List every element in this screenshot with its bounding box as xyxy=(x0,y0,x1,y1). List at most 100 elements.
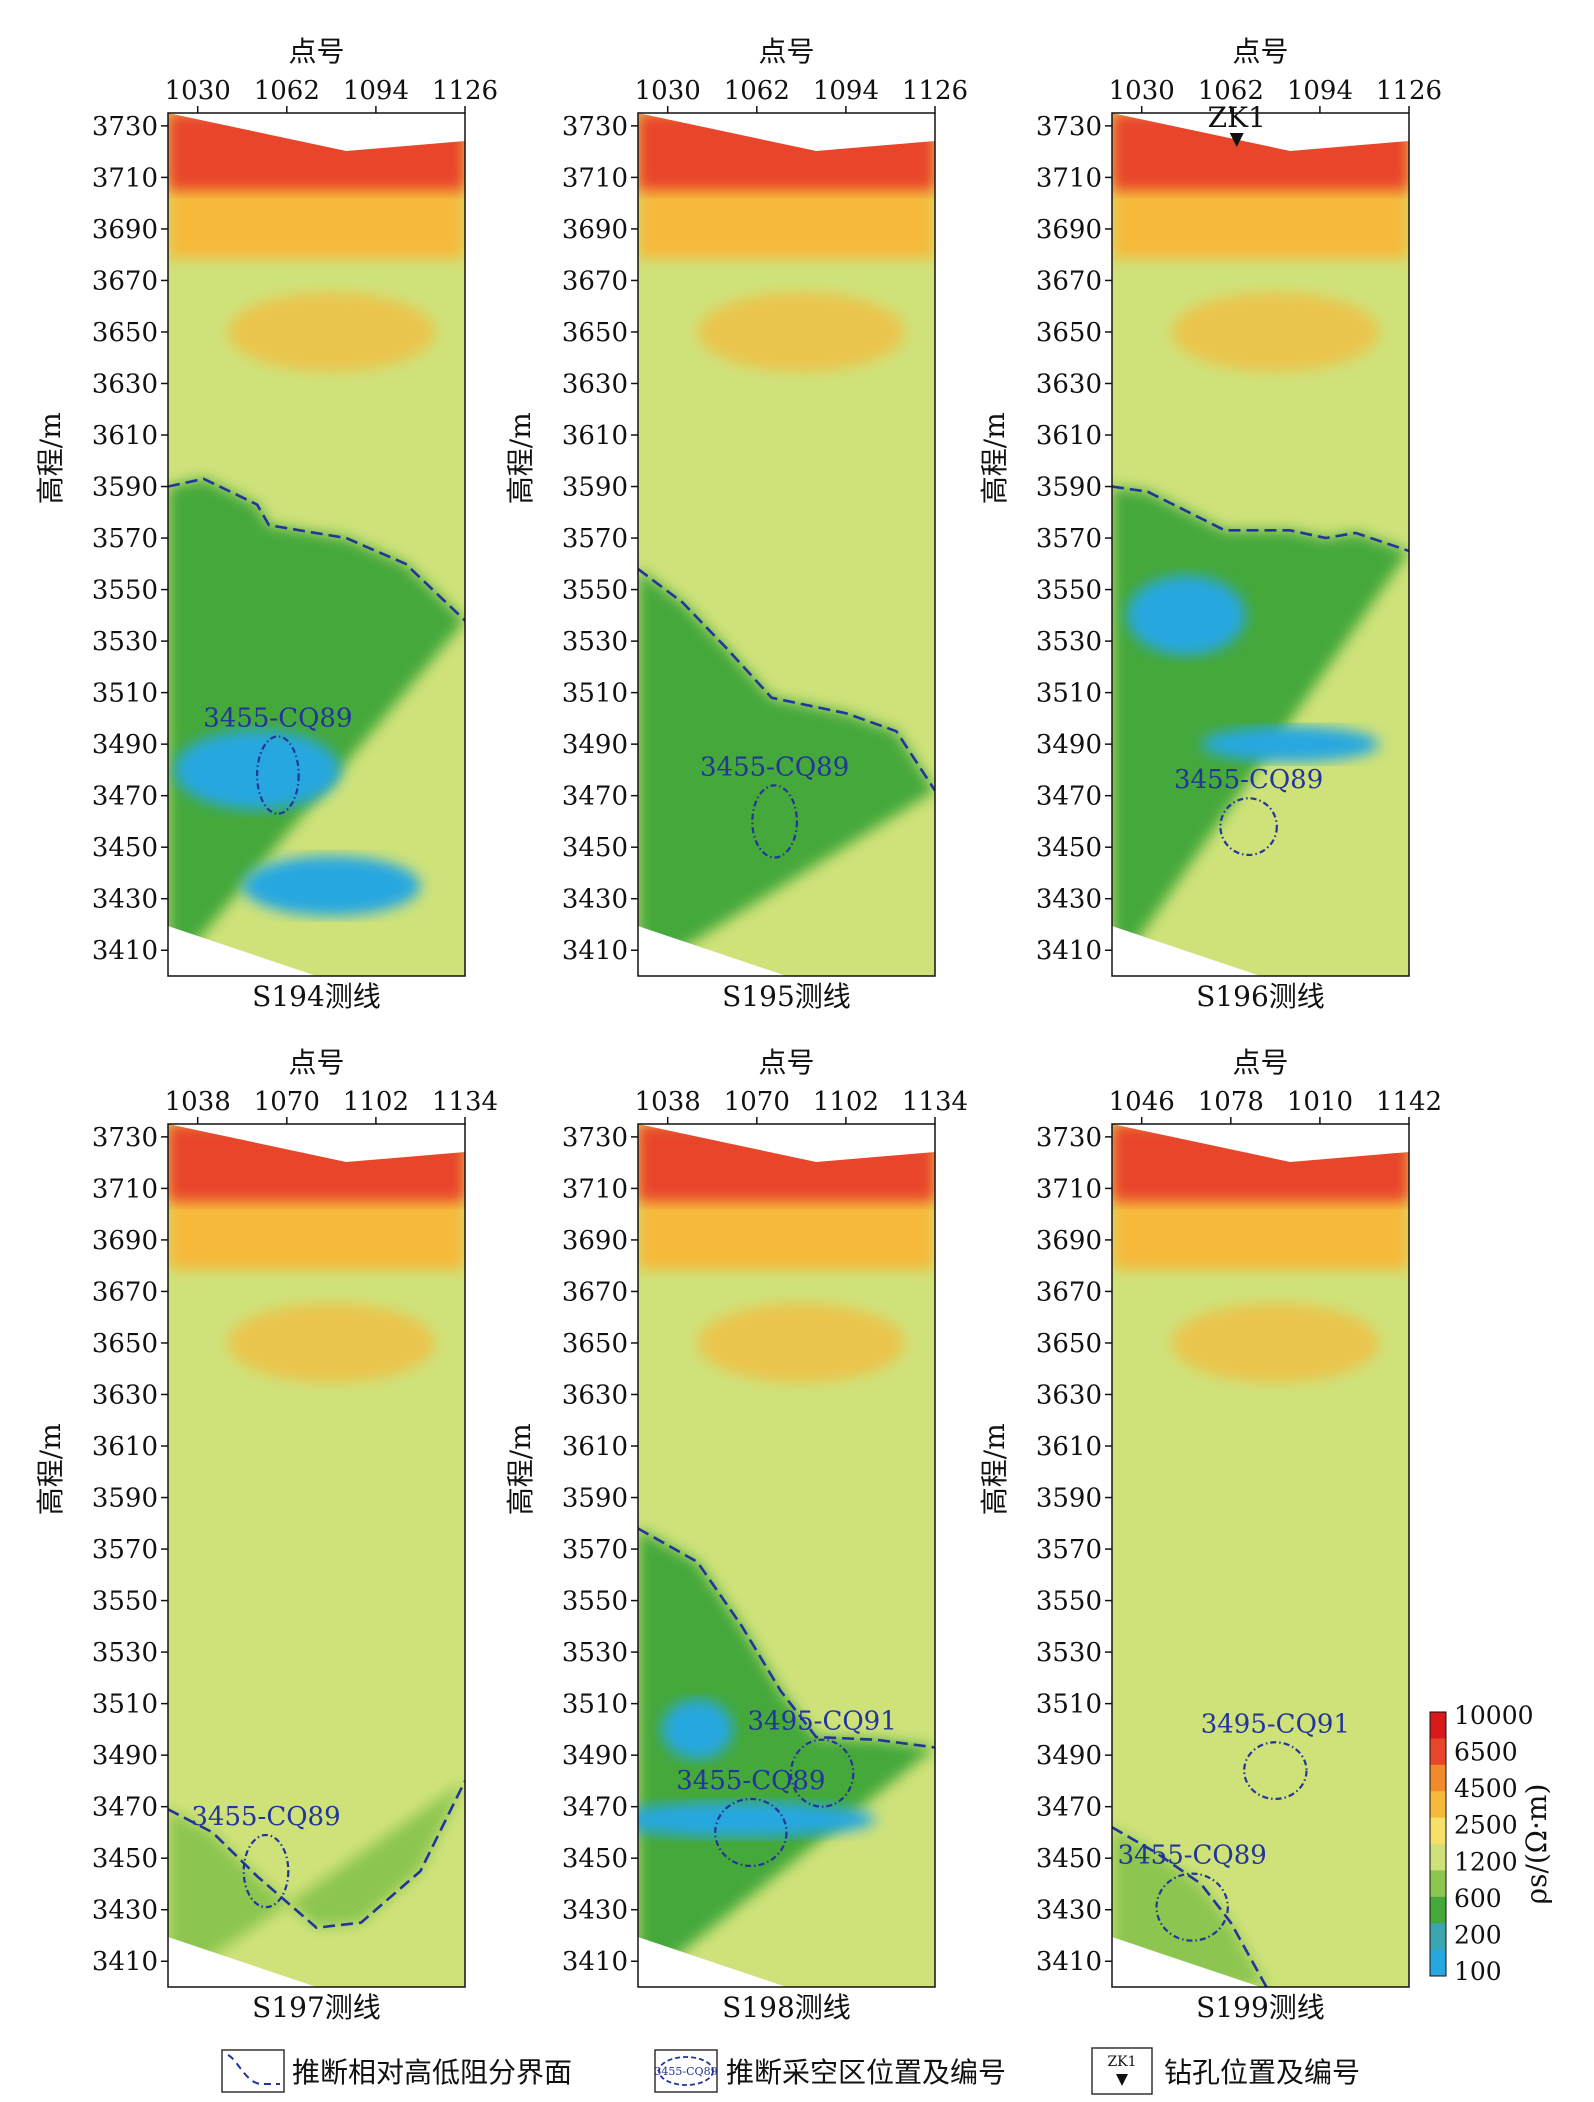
borehole-label: ZK1 xyxy=(1208,101,1266,134)
goaf-label: 3455-CQ89 xyxy=(1174,765,1323,795)
legend-interface-dash xyxy=(227,2054,280,2085)
y-tick-label: 3650 xyxy=(562,318,628,348)
blank-bottom xyxy=(638,926,787,976)
y-axis-title: 高程/m xyxy=(504,412,537,504)
y-tick-label: 3530 xyxy=(92,627,158,657)
x-tick-label: 1102 xyxy=(813,1087,879,1117)
y-tick-label: 3430 xyxy=(1036,1896,1102,1926)
y-tick-label: 3510 xyxy=(92,679,158,709)
y-tick-label: 3470 xyxy=(1036,782,1102,812)
goaf-label: 3495-CQ91 xyxy=(748,1707,897,1737)
y-tick-label: 3710 xyxy=(562,1174,628,1204)
y-tick-label: 3590 xyxy=(92,1484,158,1514)
y-tick-label: 3690 xyxy=(92,1226,158,1256)
blank-bottom xyxy=(638,1937,787,1987)
y-tick-label: 3630 xyxy=(562,1380,628,1410)
y-tick-label: 3410 xyxy=(92,1947,158,1977)
panel-label: S199测线 xyxy=(1196,1991,1325,2024)
y-tick-label: 3670 xyxy=(92,1277,158,1307)
x-axis-title: 点号 xyxy=(288,35,344,68)
colorbar-tick-label: 1200 xyxy=(1454,1847,1518,1876)
y-axis-title: 高程/m xyxy=(504,1423,537,1515)
y-tick-label: 3710 xyxy=(1036,163,1102,193)
y-tick-label: 3690 xyxy=(562,215,628,245)
legend: 推断相对高低阻分界面 3455-CQ89 推断采空区位置及编号 ZK1 钻孔位置… xyxy=(221,2047,1360,2095)
very-low-pocket xyxy=(1126,575,1246,656)
patch xyxy=(227,1302,436,1383)
colorbar-swatch xyxy=(1430,1791,1446,1819)
y-tick-label: 3690 xyxy=(92,215,158,245)
x-tick-label: 1030 xyxy=(635,76,701,106)
y-tick-label: 3610 xyxy=(92,1432,158,1462)
legend-interface-text: 推断相对高低阻分界面 xyxy=(292,2056,572,2089)
low-resistivity-zone xyxy=(168,1780,465,1987)
legend-borehole-text: 钻孔位置及编号 xyxy=(1164,2056,1360,2089)
y-axis-title: 高程/m xyxy=(34,1423,67,1515)
interface-line xyxy=(168,477,465,622)
panels-layer: 3455-CQ89 3730 3710 3690 3670 3650 3630 3610 359… xyxy=(34,35,1442,2024)
y-tick-label: 3610 xyxy=(92,421,158,451)
panel-4-field xyxy=(168,1124,465,1987)
goaf-label: 3455-CQ89 xyxy=(203,703,352,733)
goaf-label: 3495-CQ91 xyxy=(1201,1709,1350,1739)
blank-top xyxy=(1112,113,1409,151)
y-tick-label: 3490 xyxy=(562,1741,628,1771)
panel-3: 3455-CQ89 ZK1 3730 3710 3690 3670 3650 3630 3610… xyxy=(978,35,1442,1013)
x-tick-label: 1094 xyxy=(1287,76,1353,106)
legend-interface-item: 推断相对高低阻分界面 xyxy=(221,2049,572,2093)
y-axis-title: 高程/m xyxy=(34,412,67,504)
blank-top xyxy=(1112,1124,1409,1162)
blank-top xyxy=(638,113,935,151)
x-tick-label: 1078 xyxy=(1198,1087,1264,1117)
y-tick-label: 3670 xyxy=(92,266,158,296)
x-axis-title: 点号 xyxy=(1232,1046,1288,1079)
y-tick-label: 3410 xyxy=(1036,1947,1102,1977)
very-low-pocket xyxy=(1201,726,1380,763)
legend-borehole-icon xyxy=(1091,2047,1153,2095)
y-tick-label: 3590 xyxy=(562,473,628,503)
x-tick-label: 1094 xyxy=(343,76,409,106)
y-tick-label: 3530 xyxy=(1036,627,1102,657)
x-axis-title: 点号 xyxy=(758,1046,814,1079)
colorbar-swatch xyxy=(1430,1923,1446,1951)
panel-label: S195测线 xyxy=(722,980,851,1013)
panel-label: S194测线 xyxy=(252,980,381,1013)
y-tick-label: 3630 xyxy=(92,369,158,399)
y-tick-label: 3530 xyxy=(562,1638,628,1668)
y-tick-label: 3570 xyxy=(562,1535,628,1565)
colorbar-swatch xyxy=(1430,1844,1446,1871)
y-tick-label: 3410 xyxy=(1036,936,1102,966)
goaf-outline xyxy=(714,1797,788,1868)
colorbar: 10000 6500 4500 2500 1200 600 200 100 ρs/(Ω·m) xyxy=(1429,1701,1553,1986)
x-tick-label: 1070 xyxy=(724,1087,790,1117)
y-tick-label: 3710 xyxy=(92,1174,158,1204)
colorbar-frame xyxy=(1429,1711,1447,1977)
y-tick-label: 3470 xyxy=(562,1793,628,1823)
y-tick-label: 3710 xyxy=(92,163,158,193)
legend-borehole-item: ZK1 钻孔位置及编号 xyxy=(1091,2047,1360,2095)
y-tick-label: 3410 xyxy=(562,1947,628,1977)
y-tick-label: 3550 xyxy=(562,1587,628,1617)
legend-goaf-item: 3455-CQ89 推断采空区位置及编号 xyxy=(654,2049,1006,2093)
x-tick-label: 1134 xyxy=(432,1087,498,1117)
y-tick-label: 3670 xyxy=(562,1277,628,1307)
y-tick-label: 3510 xyxy=(1036,679,1102,709)
y-tick-label: 3590 xyxy=(562,1484,628,1514)
low-resistivity-zone xyxy=(168,478,465,976)
y-tick-label: 3690 xyxy=(562,1226,628,1256)
y-tick-label: 3630 xyxy=(92,1380,158,1410)
blank-bottom xyxy=(1112,1937,1261,1987)
y-tick-label: 3570 xyxy=(1036,524,1102,554)
y-tick-label: 3650 xyxy=(1036,1329,1102,1359)
y-tick-label: 3650 xyxy=(1036,318,1102,348)
panel-frame xyxy=(1111,1123,1410,1988)
y-tick-label: 3730 xyxy=(92,1123,158,1153)
y-tick-label: 3570 xyxy=(1036,1535,1102,1565)
x-tick-label: 1046 xyxy=(1109,1087,1175,1117)
y-tick-label: 3490 xyxy=(562,730,628,760)
x-tick-label: 1038 xyxy=(165,1087,231,1117)
y-tick-label: 3490 xyxy=(1036,1741,1102,1771)
panel-label: S198测线 xyxy=(722,1991,851,2024)
y-tick-label: 3690 xyxy=(1036,215,1102,245)
low-resistivity-zone xyxy=(638,568,935,976)
